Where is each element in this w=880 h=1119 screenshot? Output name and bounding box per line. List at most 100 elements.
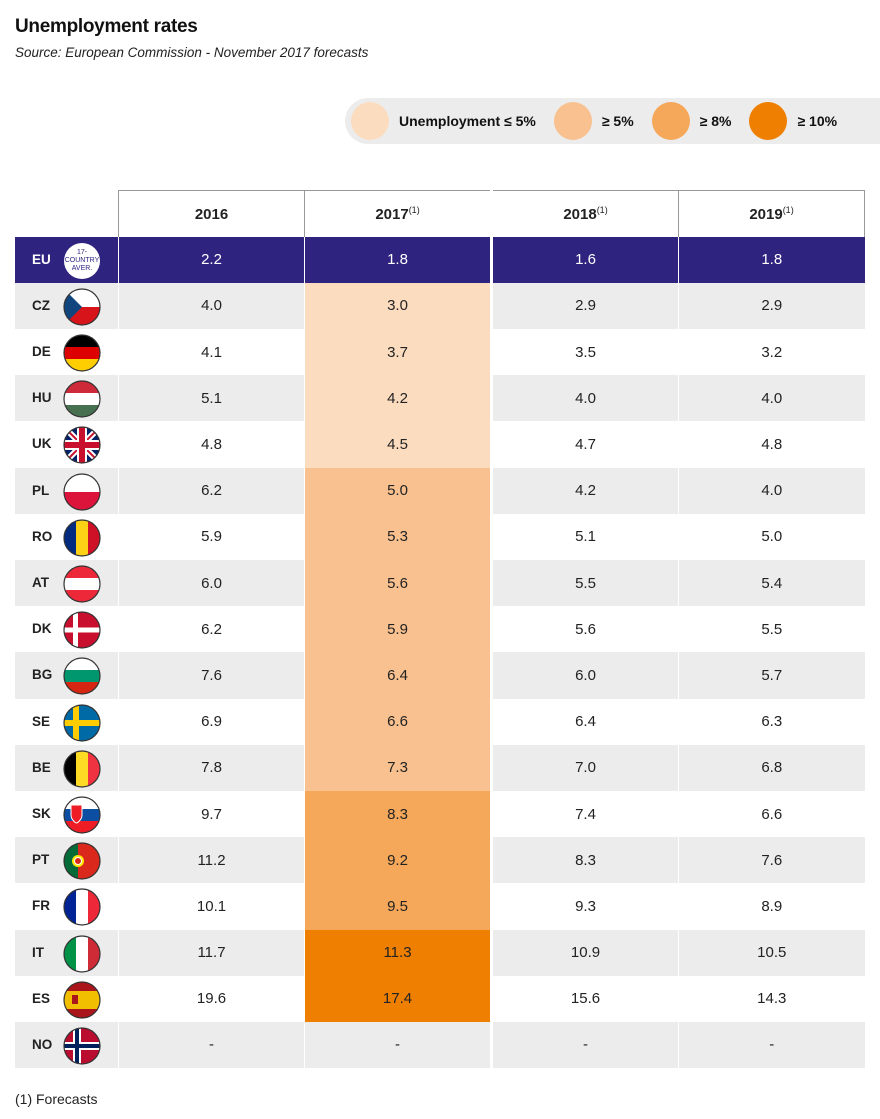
value-cell-2019: 2.9 [678,282,865,330]
table-row: HU 5.1 4.2 4.0 4.0 [15,375,865,422]
flag-hu-icon [63,380,101,418]
value-cell-2018: 3.5 [490,329,679,376]
value-cell-2018: 7.4 [490,790,679,838]
value-cell-2016: 4.8 [118,421,305,468]
value-cell-2016: 6.2 [118,467,305,514]
value-cell-2016: 7.6 [118,652,305,699]
flag-be-icon [63,750,101,788]
country-cell: BE [15,744,119,791]
header-row: 2016 2017(1) 2018(1) 2019(1) [15,189,865,237]
value-cell-2019: 6.3 [678,698,865,745]
source-note: Source: European Commission - November 2… [15,45,369,60]
legend: Unemployment ≤ 5% ≥ 5% ≥ 8% ≥ 10% [345,98,880,144]
country-code: SK [32,805,51,821]
value-cell-2016: 5.1 [118,375,305,422]
value-cell-2016: 6.0 [118,560,305,607]
legend-swatch-2 [651,102,690,140]
country-cell: FR [15,883,119,930]
value-cell-2019: 4.0 [678,467,865,514]
value-cell-2016: 10.1 [118,883,305,930]
value-cell-2016: 7.8 [118,744,305,791]
legend-swatch-0 [351,102,389,140]
value-cell-2016: 4.0 [118,282,305,330]
value-cell-2018: 4.7 [490,421,679,468]
value-cell-2018: - [490,1021,679,1069]
value-cell-2017: 6.4 [304,652,492,699]
country-cell: HU [15,375,119,422]
value-cell-2018: 4.0 [490,375,679,422]
legend-label-1: ≥ 5% [601,113,634,129]
value-cell-2019: 8.9 [678,883,865,930]
value-cell-2018: 6.4 [490,698,679,745]
value-cell-2018: 10.9 [490,929,679,976]
country-code: ES [32,990,51,1006]
flag-es-icon [63,981,101,1019]
table-row: AT 6.0 5.6 5.5 5.4 [15,560,865,607]
value-cell-2018: 7.0 [490,744,679,791]
value-cell-2019: 14.3 [678,975,865,1022]
value-cell-2019: 6.6 [678,790,865,838]
value-cell-2016: 19.6 [118,975,305,1022]
flag-pt-icon [63,842,101,880]
table-row: CZ 4.0 3.0 2.9 2.9 [15,282,865,330]
value-cell-2019: 5.4 [678,560,865,607]
country-code: CZ [32,297,50,313]
table-row: NO - - - - [15,1021,865,1069]
country-code: BE [32,759,51,775]
value-cell-2017: - [304,1021,492,1069]
country-cell: CZ [15,282,119,330]
country-cell: DE [15,329,119,376]
svg-text:17-: 17- [77,249,88,256]
legend-swatch-3 [749,102,788,140]
country-code: BG [32,667,53,683]
country-code: RO [32,528,53,544]
value-cell-2019: - [678,1021,865,1069]
value-cell-2018: 5.5 [490,560,679,607]
value-cell-2018: 8.3 [490,837,679,884]
country-code: DE [32,344,51,360]
flag-bg-icon [63,657,101,695]
country-cell: NO [15,1021,119,1069]
table-row: PL 6.2 5.0 4.2 4.0 [15,467,865,514]
flag-de-icon [63,334,101,372]
column-superscript: (1) [782,204,794,215]
value-cell-2019: 7.6 [678,837,865,884]
table-row: EU 17- COUNTRY AVER. 2.2 1.8 1.6 1.8 [15,236,865,283]
flag-cz-icon [63,288,101,326]
country-cell: UK [15,421,119,468]
country-cell: IT [15,929,119,976]
country-code: UK [32,436,52,452]
value-cell-2019: 5.0 [678,513,865,560]
value-cell-2016: 5.9 [118,513,305,560]
column-year: 2018 [563,205,597,223]
svg-text:COUNTRY: COUNTRY [65,257,100,264]
table-row: IT 11.7 11.3 10.9 10.5 [15,929,865,976]
table-row: BE 7.8 7.3 7.0 6.8 [15,744,865,791]
value-cell-2019: 5.7 [678,652,865,699]
value-cell-2017: 5.3 [304,513,492,560]
value-cell-2016: 6.9 [118,698,305,745]
page-title: Unemployment rates [15,16,198,37]
value-cell-2018: 9.3 [490,883,679,930]
table-row: DK 6.2 5.9 5.6 5.5 [15,606,865,653]
value-cell-2018: 5.1 [490,513,679,560]
value-cell-2017: 5.9 [304,606,492,653]
value-cell-2018: 1.6 [490,236,679,283]
flag-uk-icon [63,426,101,465]
value-cell-2016: 2.2 [118,236,305,283]
column-year: 2019 [749,205,783,223]
legend-label-0: Unemployment ≤ 5% [399,113,536,129]
country-code: AT [32,575,49,590]
value-cell-2017: 5.6 [304,560,492,607]
table-row: RO 5.9 5.3 5.1 5.0 [15,513,865,560]
value-cell-2017: 11.3 [304,929,492,976]
column-header-2017: 2017(1) [304,189,492,237]
country-cell: PL [15,467,119,514]
value-cell-2019: 5.5 [678,606,865,653]
value-cell-2017: 3.0 [304,282,492,330]
flag-ro-icon [63,519,101,557]
table-row: BG 7.6 6.4 6.0 5.7 [15,652,865,699]
svg-text:AVER.: AVER. [72,265,93,272]
country-cell: SK [15,790,119,838]
